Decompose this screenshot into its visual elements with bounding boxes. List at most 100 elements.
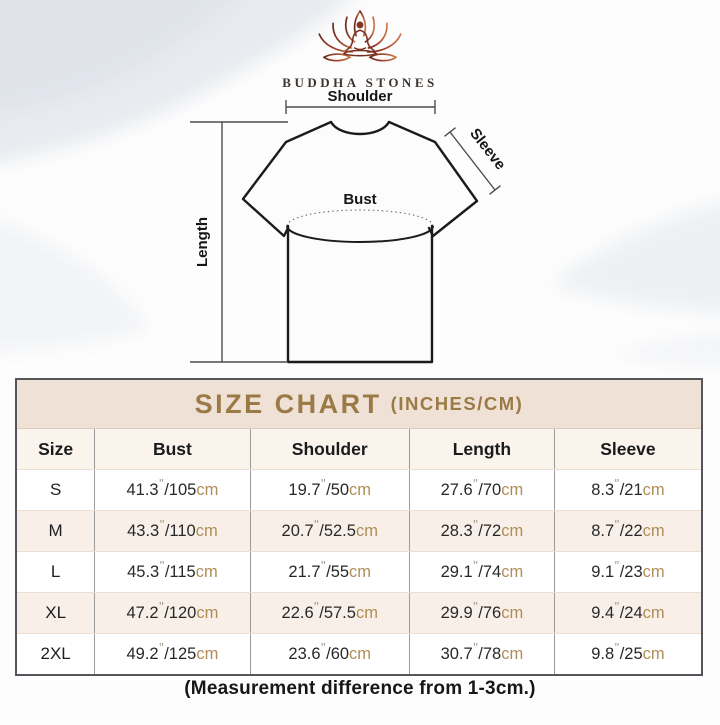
inches-value: 9.1: [591, 562, 615, 581]
inches-value: 45.3: [127, 562, 160, 581]
inches-value: 43.3: [127, 521, 160, 540]
sleeve-cell: 8.7 "/22 cm: [553, 511, 701, 551]
value-separator: /: [619, 562, 625, 581]
value-separator: /: [478, 480, 483, 499]
inch-mark: ": [473, 517, 478, 532]
inch-mark: ": [321, 640, 326, 655]
value-separator: /: [619, 480, 625, 499]
length-cell: 29.1 "/74 cm: [408, 552, 554, 592]
cm-unit: cm: [501, 644, 524, 663]
cm-value: 74: [482, 562, 502, 581]
cm-unit: cm: [196, 644, 219, 663]
size-cell: 2XL: [40, 644, 71, 663]
sleeve-cell: 9.1 "/23 cm: [553, 552, 701, 592]
inch-mark: ": [321, 476, 326, 491]
cm-unit: cm: [196, 603, 219, 622]
cm-value: 23: [624, 562, 643, 581]
inch-mark: ": [159, 517, 165, 532]
bust-cell: 45.3 "/115 cm: [94, 552, 249, 592]
sleeve-label: Sleeve: [466, 125, 509, 173]
brand-name: BUDDHA STONES: [282, 75, 438, 90]
inches-value: 29.9: [440, 603, 473, 622]
column-header-bust: Bust: [94, 429, 249, 469]
size-cell: S: [49, 480, 62, 499]
cm-value: 55: [330, 562, 350, 581]
value-separator: /: [164, 562, 170, 581]
cm-unit: cm: [642, 480, 665, 499]
size-cell: M: [48, 521, 63, 540]
column-header-sleeve: Sleeve: [553, 429, 701, 469]
cm-unit: cm: [642, 644, 665, 663]
size-chart-title-text: SIZE CHART: [194, 388, 382, 419]
cm-value: 115: [169, 562, 196, 581]
value-separator: /: [326, 562, 331, 581]
cm-unit: cm: [501, 603, 524, 622]
inch-mark: ": [473, 558, 478, 573]
value-separator: /: [164, 521, 170, 540]
cm-unit: cm: [349, 644, 372, 663]
inches-value: 28.3: [440, 521, 473, 540]
cm-value: 60: [330, 644, 350, 663]
value-separator: /: [619, 521, 625, 540]
value-separator: /: [164, 480, 169, 499]
cm-value: 120: [168, 603, 197, 622]
cm-unit: cm: [501, 480, 524, 499]
inches-value: 9.4: [591, 603, 615, 622]
length-cell: 28.3 "/72 cm: [408, 511, 554, 551]
inches-value: 23.6: [288, 644, 321, 663]
size-chart-unit-note: (INCHES/CM): [390, 393, 524, 414]
cm-value: 25: [624, 644, 643, 663]
table-row: 2XL 49.2 "/125 cm 23.6 "/60 cm 30.7 "/78 cm 9.…: [17, 633, 701, 674]
inch-mark: ": [614, 640, 620, 655]
value-separator: /: [478, 562, 483, 581]
length-cell: 30.7 "/78 cm: [408, 634, 554, 674]
cm-value: 105: [168, 480, 197, 499]
cm-value: 70: [482, 480, 502, 499]
measurement-note: (Measurement difference from 1-3cm.): [184, 678, 536, 699]
value-separator: /: [319, 521, 324, 540]
cm-value: 22: [624, 521, 643, 540]
cm-value: 76: [482, 603, 502, 622]
column-header-shoulder: Shoulder: [249, 429, 409, 469]
inches-value: 27.6: [440, 480, 473, 499]
bust-cell: 43.3 "/110 cm: [94, 511, 249, 551]
size-chart-table: SIZE CHART (INCHES/CM) Size Bust Shoulde…: [15, 378, 703, 676]
cm-value: 78: [482, 644, 502, 663]
cm-unit: cm: [196, 480, 219, 499]
value-separator: /: [164, 644, 169, 663]
inch-mark: ": [473, 640, 478, 655]
cm-value: 72: [482, 521, 502, 540]
inch-mark: ": [614, 476, 620, 491]
size-chart-title: SIZE CHART (INCHES/CM): [17, 380, 701, 429]
inches-value: 20.7: [281, 521, 314, 540]
cm-value: 21: [624, 480, 643, 499]
cm-unit: cm: [355, 603, 378, 622]
cm-value: 52.5: [323, 521, 356, 540]
value-separator: /: [164, 603, 169, 622]
brand-header: BUDDHA STONES: [0, 8, 720, 91]
inch-mark: ": [614, 558, 620, 573]
bust-cell: 47.2 "/120 cm: [94, 593, 249, 633]
length-cell: 29.9 "/76 cm: [408, 593, 554, 633]
inches-value: 8.3: [591, 480, 615, 499]
shoulder-cell: 23.6 "/60 cm: [249, 634, 409, 674]
value-separator: /: [478, 521, 483, 540]
inch-mark: ": [159, 640, 164, 655]
cm-unit: cm: [355, 521, 378, 540]
table-row: L 45.3 "/115 cm 21.7 "/55 cm 29.1 "/74 cm 9.1 "…: [17, 551, 701, 592]
length-cell: 27.6 "/70 cm: [408, 470, 554, 510]
table-header-row: Size Bust Shoulder Length Sleeve: [17, 429, 701, 469]
cm-value: 24: [624, 603, 643, 622]
tshirt-diagram-graphic: Shoulder Length Sleeve Bust: [190, 88, 509, 364]
shoulder-cell: 19.7 "/50 cm: [249, 470, 409, 510]
value-separator: /: [326, 480, 331, 499]
cm-unit: cm: [501, 562, 524, 581]
bust-cell: 41.3 "/105 cm: [94, 470, 249, 510]
inches-value: 47.2: [126, 603, 159, 622]
size-cell: XL: [45, 603, 67, 622]
table-row: XL 47.2 "/120 cm 22.6 "/57.5 cm 29.9 "/76 cm 9…: [17, 592, 701, 633]
value-separator: /: [326, 644, 331, 663]
inch-mark: ": [473, 599, 478, 614]
